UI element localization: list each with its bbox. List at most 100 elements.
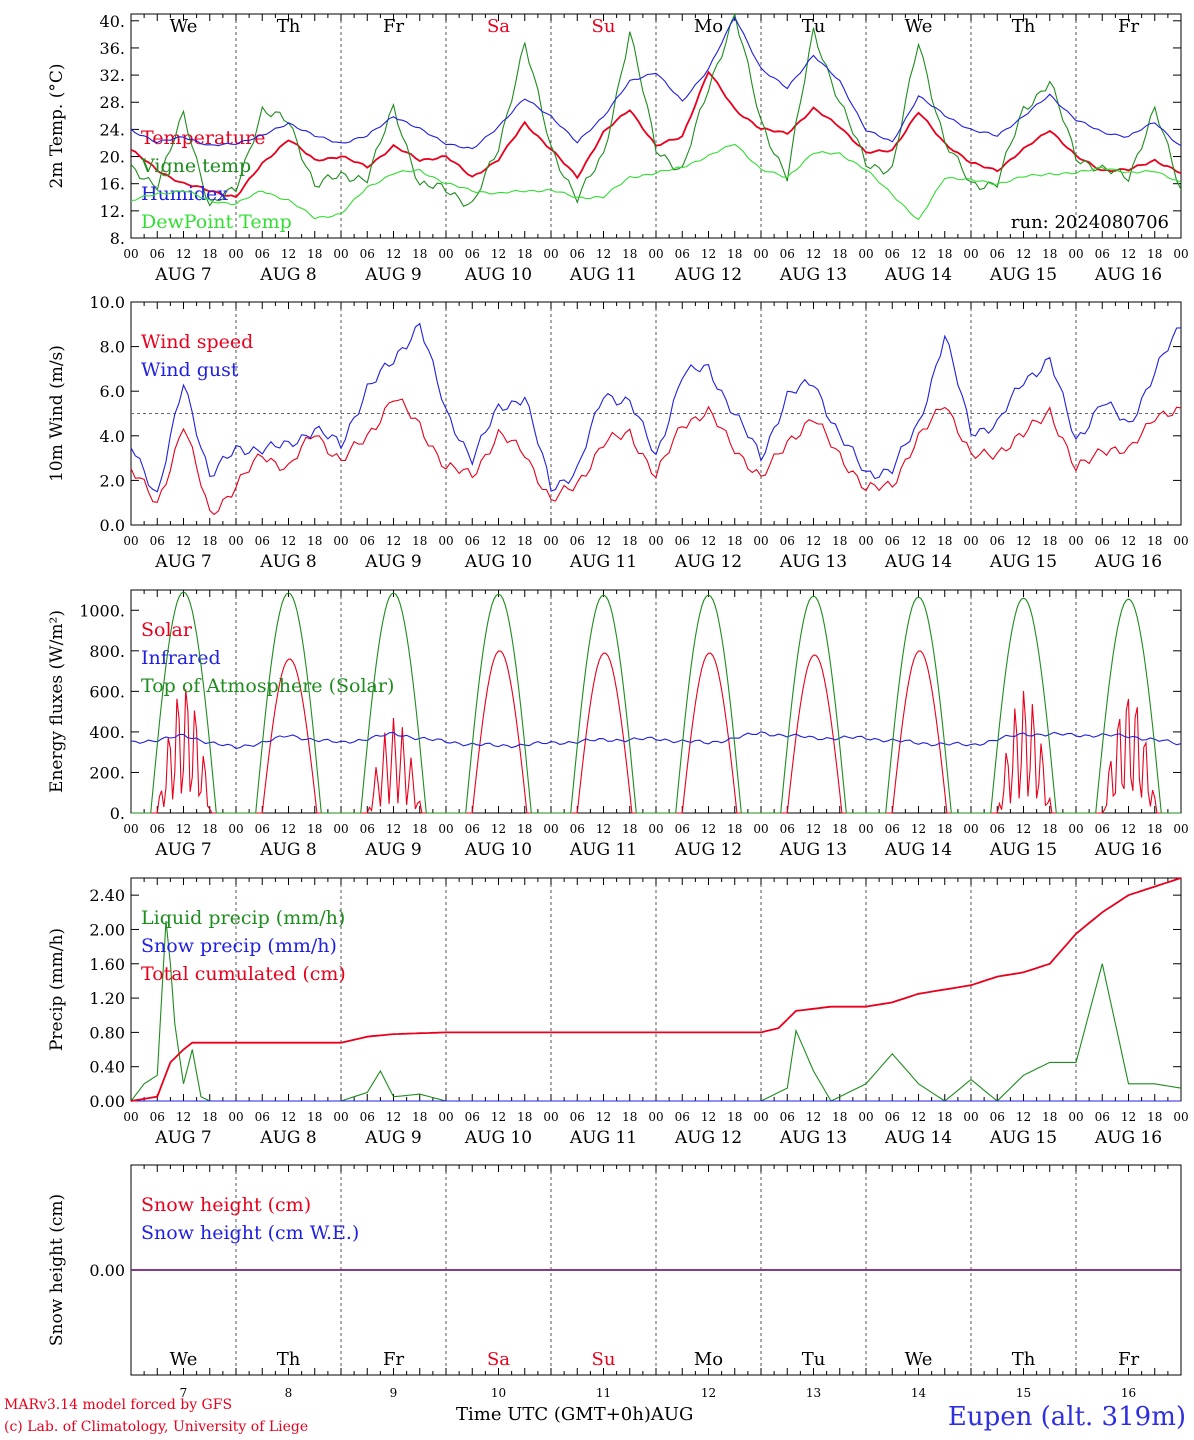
x-date-label: AUG 16 — [1094, 1128, 1162, 1148]
x-hour-label: 06 — [150, 534, 165, 548]
x-hour-label: 06 — [465, 1110, 480, 1124]
weekday-label: Th — [277, 1349, 301, 1370]
x-hour-label: 12 — [176, 534, 191, 548]
x-date-label: AUG 9 — [364, 840, 421, 860]
x-hour-label: 06 — [675, 822, 690, 836]
weekday-label: We — [170, 1349, 198, 1370]
x-hour-label: 00 — [963, 247, 978, 261]
x-hour-label: 12 — [491, 822, 506, 836]
y-tick-label: 2.40 — [89, 886, 125, 905]
y-tick-label: 8.0 — [100, 338, 125, 357]
x-hour-label: 00 — [753, 1110, 768, 1124]
legend-entry: Vigne temp — [140, 155, 251, 177]
weekday-label: Tu — [802, 16, 826, 37]
x-date-label: AUG 11 — [569, 552, 637, 572]
x-hour-label: 12 — [1121, 1110, 1136, 1124]
x-hour-label: 06 — [1095, 822, 1110, 836]
x-hour-label: 12 — [596, 1110, 611, 1124]
x-hour-label: 06 — [465, 534, 480, 548]
x-hour-label: 06 — [1095, 1110, 1110, 1124]
x-hour-label: 18 — [517, 1110, 532, 1124]
x-hour-label: 06 — [570, 534, 585, 548]
x-hour-label: 00 — [963, 534, 978, 548]
x-hour-label: 18 — [727, 1110, 742, 1124]
y-tick-label: 16. — [100, 175, 125, 194]
day-number-label: 10 — [491, 1386, 506, 1400]
x-hour-label: 00 — [1173, 1110, 1188, 1124]
legend-entry: Liquid precip (mm/h) — [141, 907, 345, 929]
x-hour-label: 12 — [1121, 247, 1136, 261]
x-hour-label: 00 — [1173, 822, 1188, 836]
x-hour-label: 18 — [622, 822, 637, 836]
x-date-label: AUG 10 — [464, 265, 532, 285]
weekday-label: We — [905, 16, 933, 37]
x-hour-label: 06 — [885, 1110, 900, 1124]
x-hour-label: 06 — [150, 1110, 165, 1124]
x-hour-label: 06 — [465, 822, 480, 836]
x-hour-label: 06 — [885, 247, 900, 261]
x-hour-label: 00 — [543, 1110, 558, 1124]
x-hour-label: 12 — [806, 822, 821, 836]
x-hour-label: 18 — [1147, 1110, 1162, 1124]
y-tick-label: 10.0 — [89, 293, 125, 312]
x-hour-label: 00 — [333, 822, 348, 836]
weekday-label: Fr — [383, 1349, 404, 1370]
x-hour-label: 06 — [255, 534, 270, 548]
x-date-label: AUG 7 — [154, 1128, 211, 1148]
x-date-label: AUG 14 — [884, 840, 952, 860]
series-line-humidex — [130, 16, 1182, 150]
x-hour-label: 00 — [648, 247, 663, 261]
x-date-label: AUG 13 — [779, 840, 847, 860]
x-date-label: AUG 15 — [989, 1128, 1057, 1148]
y-tick-label: 600. — [89, 682, 125, 701]
x-hour-label: 00 — [858, 247, 873, 261]
x-date-label: AUG 15 — [989, 552, 1057, 572]
x-hour-label: 12 — [281, 247, 296, 261]
x-hour-label: 00 — [963, 822, 978, 836]
x-hour-label: 00 — [228, 822, 243, 836]
weekday-label: Tu — [802, 1349, 826, 1370]
x-hour-label: 06 — [1095, 247, 1110, 261]
station-name: Eupen (alt. 319m) — [947, 1402, 1186, 1432]
legend-entry: DewPoint Temp — [141, 211, 292, 233]
day-number-label: 16 — [1121, 1386, 1136, 1400]
x-date-label: AUG 9 — [364, 1128, 421, 1148]
x-hour-label: 12 — [911, 247, 926, 261]
x-hour-label: 06 — [360, 247, 375, 261]
x-hour-label: 00 — [123, 247, 138, 261]
y-tick-label: 28. — [100, 93, 125, 112]
weekday-label: Fr — [1118, 1349, 1139, 1370]
x-hour-label: 12 — [1016, 1110, 1031, 1124]
weekday-label: Sa — [487, 16, 510, 37]
x-hour-label: 18 — [1147, 534, 1162, 548]
x-date-label: AUG 10 — [464, 1128, 532, 1148]
x-hour-label: 00 — [753, 247, 768, 261]
x-date-label: AUG 12 — [674, 840, 742, 860]
x-hour-label: 18 — [622, 534, 637, 548]
x-hour-label: 12 — [386, 1110, 401, 1124]
x-hour-label: 18 — [202, 247, 217, 261]
x-hour-label: 06 — [885, 822, 900, 836]
x-hour-label: 00 — [858, 534, 873, 548]
series-line-dewpoint-temp — [130, 143, 1182, 221]
x-hour-label: 00 — [1068, 534, 1083, 548]
x-hour-label: 18 — [832, 822, 847, 836]
y-tick-label: 1000. — [79, 601, 125, 620]
x-hour-label: 06 — [990, 822, 1005, 836]
series-line-top-of-atmosphere-solar- — [131, 591, 1181, 814]
y-tick-label: 0.80 — [89, 1023, 125, 1042]
x-hour-label: 06 — [570, 822, 585, 836]
day-number-label: 13 — [806, 1386, 821, 1400]
x-hour-label: 06 — [150, 247, 165, 261]
x-hour-label: 18 — [517, 822, 532, 836]
x-hour-label: 18 — [412, 822, 427, 836]
legend-entry: Temperature — [141, 127, 265, 149]
x-hour-label: 12 — [176, 247, 191, 261]
x-date-label: AUG 8 — [259, 840, 316, 860]
x-hour-label: 06 — [255, 247, 270, 261]
panel-precip: 0.00 0.40 0.80 1.20 1.60 2.00 2.40 Precip (mm/h… — [47, 877, 1189, 1148]
x-hour-label: 00 — [1173, 247, 1188, 261]
y-tick-label: 0.40 — [89, 1058, 125, 1077]
x-hour-label: 18 — [622, 247, 637, 261]
x-hour-label: 12 — [701, 247, 716, 261]
